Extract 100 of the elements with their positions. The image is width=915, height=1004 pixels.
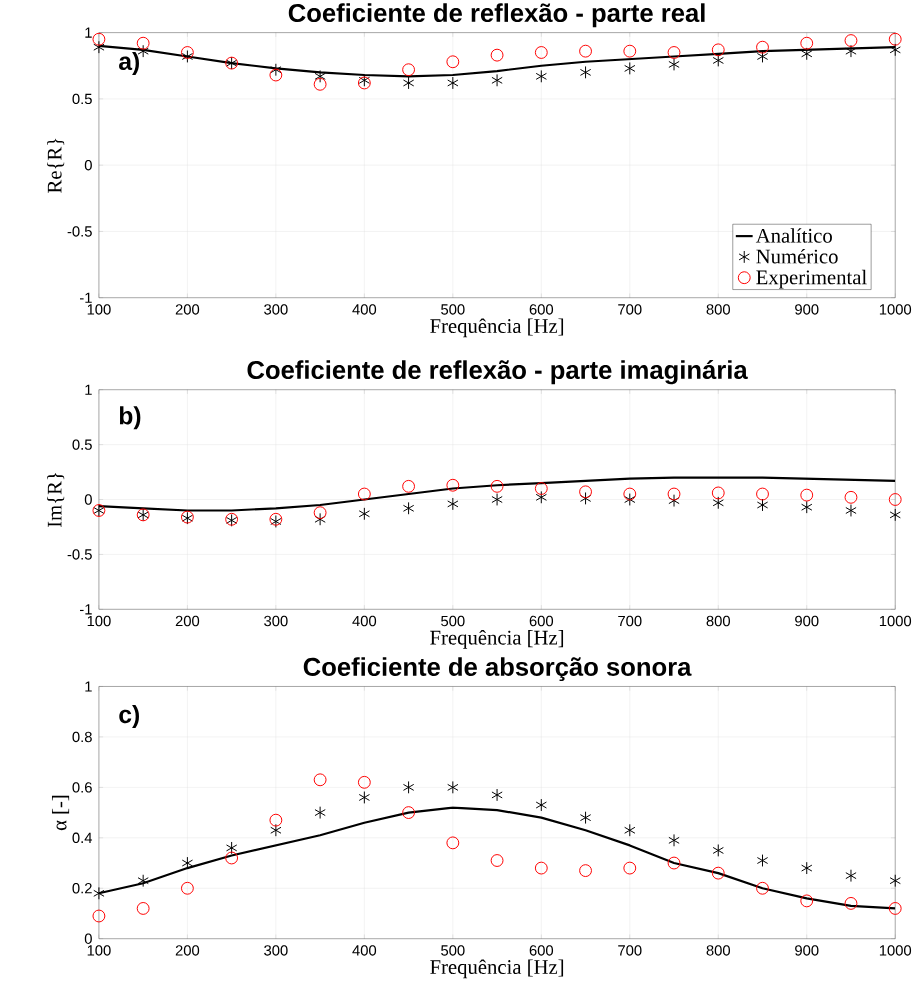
y-tick-label: 0.4	[72, 832, 93, 844]
point	[357, 775, 371, 789]
point	[357, 487, 371, 501]
x-tick-label: 900	[795, 615, 819, 627]
legend-label: Experimental	[756, 269, 867, 289]
point	[711, 486, 725, 500]
point	[314, 512, 326, 526]
y-tick-label: -0.5	[67, 549, 92, 560]
point	[845, 869, 857, 883]
point	[137, 44, 149, 58]
x-tick-label: 200	[175, 615, 200, 627]
x-tick-label: 900	[795, 945, 819, 956]
x-tick-label: 800	[706, 304, 731, 315]
y-axis-title: Re{R}	[47, 138, 65, 193]
point	[756, 881, 769, 895]
point	[313, 773, 327, 787]
point	[712, 843, 724, 857]
point	[711, 866, 725, 880]
point	[535, 69, 547, 83]
point	[888, 493, 902, 506]
x-axis-title: Frequência [Hz]	[430, 959, 564, 979]
point	[844, 490, 858, 504]
x-tick-label: 700	[618, 945, 642, 956]
point	[623, 861, 637, 875]
y-tick-label: 0	[84, 159, 92, 171]
x-tick-label: 900	[795, 304, 819, 315]
point	[668, 57, 680, 71]
point	[889, 43, 901, 57]
point	[756, 487, 769, 501]
point	[534, 46, 548, 59]
x-tick-label: 300	[264, 615, 288, 627]
point	[711, 43, 725, 57]
point	[92, 909, 106, 923]
y-tick-label: 1	[85, 27, 92, 38]
x-tick-label: 200	[175, 945, 200, 956]
point	[490, 854, 504, 867]
y-tick-label: 1	[85, 384, 92, 395]
point	[447, 780, 459, 794]
point	[358, 791, 371, 804]
x-tick-label: 300	[264, 945, 288, 956]
point	[801, 47, 813, 61]
x-tick-label: 600	[529, 304, 554, 315]
point	[801, 861, 813, 875]
point	[313, 77, 327, 91]
point	[136, 902, 150, 915]
point	[535, 490, 547, 504]
point	[800, 36, 814, 50]
point	[491, 788, 503, 802]
point	[314, 806, 326, 820]
point	[845, 504, 857, 517]
x-tick-label: 400	[352, 304, 377, 315]
point	[800, 894, 814, 908]
x-tick-label: 500	[441, 945, 465, 956]
x-tick-label: 300	[264, 304, 288, 315]
point	[712, 496, 724, 510]
y-tick-label: -1	[80, 604, 92, 615]
y-axis-title: Im{R}	[47, 473, 65, 528]
point	[402, 780, 415, 794]
y-tick-label: 0.8	[72, 731, 92, 743]
point	[93, 886, 105, 900]
annotation: a)	[119, 52, 140, 75]
point	[358, 507, 371, 521]
point	[269, 68, 283, 82]
y-tick-label: -0.5	[67, 226, 92, 237]
chart-title: Coeficiente de reflexão - parte imaginária	[247, 360, 748, 385]
point	[490, 48, 504, 62]
y-tick-label: -1	[80, 292, 92, 303]
x-tick-label: 700	[618, 615, 642, 627]
y-tick-label: 0.6	[72, 782, 92, 793]
point	[844, 896, 858, 910]
point	[447, 76, 459, 90]
point	[225, 851, 239, 865]
x-tick-label: 700	[618, 304, 642, 315]
point	[623, 487, 637, 501]
point	[402, 501, 415, 515]
point	[845, 44, 857, 58]
point	[490, 479, 504, 493]
y-tick-label: 0	[84, 933, 92, 944]
x-tick-label: 500	[441, 304, 465, 315]
point	[801, 500, 813, 514]
annotation: c)	[119, 705, 140, 729]
point	[756, 498, 769, 512]
point	[844, 34, 858, 47]
x-tick-label: 400	[352, 615, 377, 627]
y-tick-label: 0.5	[72, 93, 92, 105]
point	[624, 61, 636, 75]
annotation: b)	[119, 406, 141, 430]
point	[446, 55, 460, 69]
x-tick-label: 100	[87, 945, 111, 956]
y-axis-title: α [-]	[52, 795, 70, 831]
chart-title: Coeficiente de absorção sonora	[303, 657, 692, 682]
x-tick-label: 1000	[879, 615, 912, 627]
y-tick-label: 0.2	[72, 883, 92, 894]
point	[269, 813, 283, 827]
point	[402, 76, 415, 90]
x-axis-title: Frequência [Hz]	[430, 318, 564, 338]
y-tick-label: 0	[84, 494, 92, 505]
point	[667, 856, 681, 870]
x-tick-label: 400	[352, 945, 377, 956]
point	[667, 46, 681, 59]
